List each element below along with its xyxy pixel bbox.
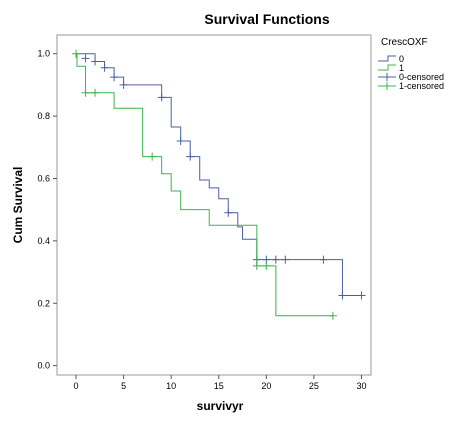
series-1-curve bbox=[76, 53, 333, 317]
series-0-censor-mark bbox=[357, 291, 366, 300]
y-tick-label: 0.6 bbox=[37, 173, 50, 183]
x-tick-label: 0 bbox=[74, 381, 79, 391]
series-0-censor-mark bbox=[319, 255, 328, 264]
series-1-censor-mark bbox=[91, 88, 100, 97]
legend-label: 1-censored bbox=[399, 81, 444, 91]
chart-title: Survival Functions bbox=[204, 11, 329, 27]
plot-layer bbox=[72, 49, 366, 320]
plot-area bbox=[56, 34, 372, 376]
x-tick-label: 20 bbox=[261, 381, 271, 391]
y-axis: 0.0 0.2 0.4 0.6 0.8 1.0 bbox=[37, 49, 57, 371]
x-tick-label: 30 bbox=[356, 381, 366, 391]
series-0-censor-mark bbox=[119, 80, 128, 89]
series-1-censor-mark bbox=[72, 49, 81, 58]
series-0-censor-mark bbox=[338, 291, 347, 300]
x-axis-title: survivyr bbox=[197, 399, 244, 413]
series-0-censor-mark bbox=[271, 255, 280, 264]
series-0-censor-mark bbox=[281, 255, 290, 264]
x-tick-label: 10 bbox=[166, 381, 176, 391]
x-axis: 0 5 10 15 20 25 30 bbox=[74, 375, 366, 391]
x-tick-label: 5 bbox=[121, 381, 126, 391]
series-1-censor-mark bbox=[252, 261, 261, 270]
x-tick-label: 25 bbox=[309, 381, 319, 391]
series-0-censor-mark bbox=[91, 57, 100, 66]
legend-swatch-1 bbox=[378, 64, 396, 71]
y-tick-label: 0.2 bbox=[37, 298, 50, 308]
legend-label: 0-censored bbox=[399, 72, 444, 82]
series-1-censor-mark bbox=[262, 261, 271, 270]
series-0-censor-mark bbox=[186, 152, 195, 161]
x-tick-label: 15 bbox=[214, 381, 224, 391]
legend-swatch-1-censored bbox=[378, 82, 396, 90]
legend-swatch-0-censored bbox=[378, 73, 396, 81]
series-0-censor-mark bbox=[176, 137, 185, 146]
y-tick-label: 0.0 bbox=[37, 361, 50, 371]
series-1-censor-mark bbox=[148, 152, 157, 161]
legend-swatch-0 bbox=[378, 55, 396, 62]
y-axis-title: Cum Survival bbox=[11, 167, 25, 244]
legend-label: 0 bbox=[399, 54, 404, 64]
y-tick-label: 0.4 bbox=[37, 236, 50, 246]
legend-title: CrescOXF bbox=[381, 37, 428, 48]
series-1-censor-mark bbox=[81, 88, 90, 97]
series-0-curve bbox=[76, 53, 362, 296]
series-0-censor-mark bbox=[81, 54, 90, 63]
series-0-censor-mark bbox=[100, 63, 109, 72]
legend-label: 1 bbox=[399, 63, 404, 73]
series-0-censor-mark bbox=[110, 73, 119, 82]
series-1-censor-mark bbox=[328, 311, 337, 320]
y-tick-label: 0.8 bbox=[37, 111, 50, 121]
series-0-censor-mark bbox=[224, 208, 233, 217]
series-0-censor-mark bbox=[157, 93, 166, 102]
y-tick-label: 1.0 bbox=[37, 49, 50, 59]
